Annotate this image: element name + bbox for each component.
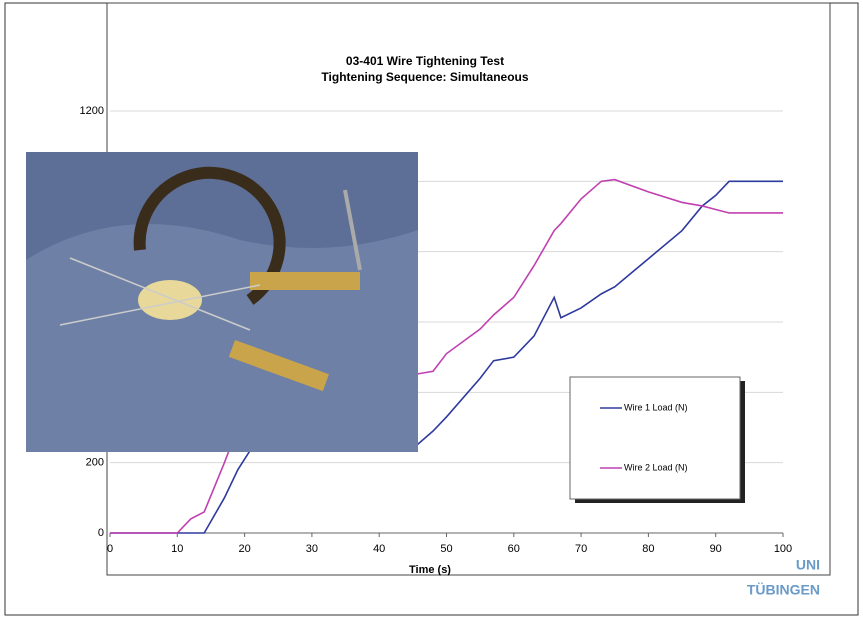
photo: [26, 152, 418, 452]
y-tick-label: 200: [86, 457, 104, 469]
x-tick-label: 60: [508, 543, 520, 555]
chart-title: 03-401 Wire Tightening Test: [346, 54, 504, 68]
photo-tensioner: [250, 272, 360, 290]
logo-text: UNI: [796, 557, 820, 573]
x-tick-label: 80: [642, 543, 654, 555]
chart-subtitle: Tightening Sequence: Simultaneous: [321, 70, 528, 84]
x-tick-label: 50: [440, 543, 452, 555]
page: {"chart_data": {"type": "line", "title":…: [0, 0, 863, 625]
x-tick-label: 20: [238, 543, 250, 555]
x-tick-label: 0: [107, 543, 113, 555]
photo-bone: [138, 280, 202, 320]
x-tick-label: 90: [710, 543, 722, 555]
chart: 0200400600800100012000102030405060708090…: [0, 0, 863, 620]
y-tick-label: 1200: [80, 105, 104, 117]
y-tick-label: 0: [98, 527, 104, 539]
x-tick-label: 100: [774, 543, 792, 555]
x-tick-label: 40: [373, 543, 385, 555]
x-tick-label: 30: [306, 543, 318, 555]
legend-label: Wire 1 Load (N): [624, 402, 688, 412]
logo-text: TÜBINGEN: [747, 582, 820, 598]
x-axis-label: Time (s): [409, 564, 451, 576]
legend-label: Wire 2 Load (N): [624, 462, 688, 472]
legend: [570, 377, 740, 499]
x-tick-label: 70: [575, 543, 587, 555]
x-tick-label: 10: [171, 543, 183, 555]
